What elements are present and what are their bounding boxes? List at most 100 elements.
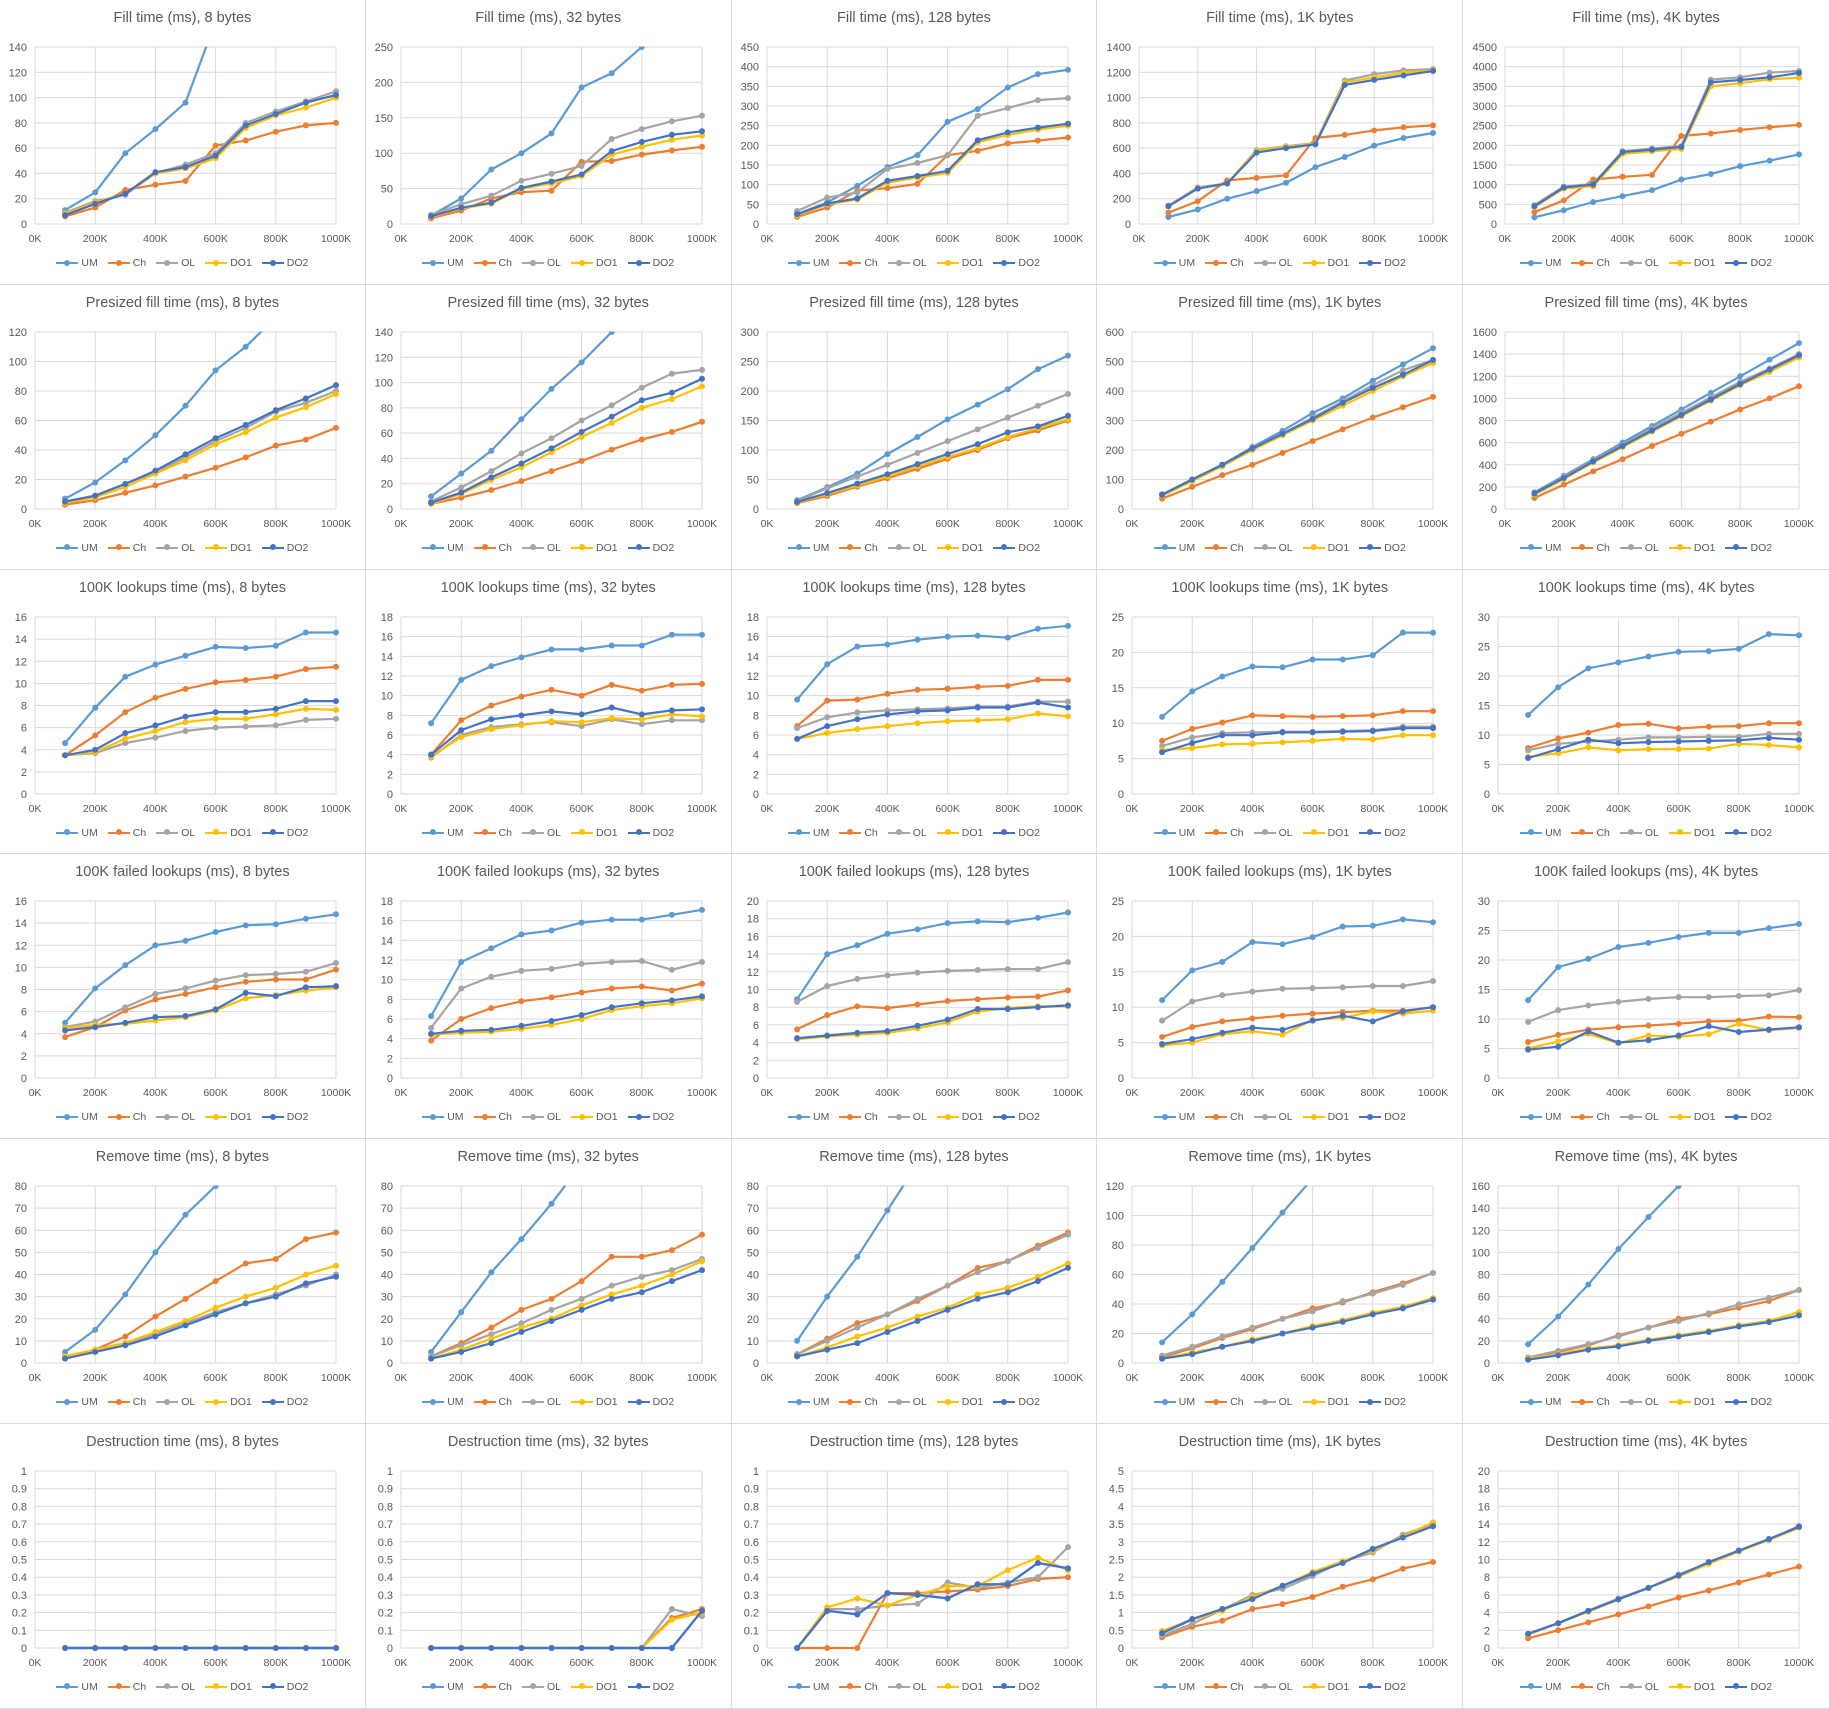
legend-label: DO1 xyxy=(1693,1396,1716,1409)
legend-swatch xyxy=(1571,1113,1594,1120)
legend: UM Ch OL DO1 DO2 xyxy=(732,1396,1097,1408)
legend-swatch xyxy=(56,1113,79,1120)
legend-item-do1: DO1 xyxy=(571,1111,618,1123)
data-point-ol xyxy=(668,370,675,377)
data-point-ol xyxy=(823,713,830,720)
data-point-do1 xyxy=(212,440,219,447)
y-tick-label: 50 xyxy=(746,1248,758,1260)
y-tick-label: 80 xyxy=(746,1181,758,1193)
data-point-um xyxy=(1064,66,1071,73)
legend-item-do2: DO2 xyxy=(1725,827,1772,839)
chart-title: 100K failed lookups (ms), 1K bytes xyxy=(1167,864,1392,881)
legend-item-do1: DO1 xyxy=(1302,1396,1349,1408)
data-point-ol xyxy=(944,968,951,975)
data-point-ch xyxy=(1525,1039,1532,1046)
y-tick-label: 10 xyxy=(15,678,27,690)
legend-swatch xyxy=(1253,1113,1276,1120)
data-point-ch xyxy=(1796,1014,1803,1021)
data-point-ch xyxy=(1555,1627,1562,1634)
data-point-do2 xyxy=(182,713,189,720)
x-tick-label: 800K xyxy=(629,1657,654,1669)
x-tick-label: 400K xyxy=(509,233,534,245)
y-tick-label: 0.4 xyxy=(743,1572,758,1584)
x-tick-label: 800K xyxy=(1361,803,1386,815)
data-point-um xyxy=(1189,967,1196,974)
data-point-ch xyxy=(457,716,464,723)
y-tick-label: 18 xyxy=(381,896,393,908)
data-point-um xyxy=(122,150,129,157)
legend-item-ol: OL xyxy=(156,827,195,839)
data-point-ol xyxy=(578,1296,585,1303)
legend-label: DO2 xyxy=(652,1680,675,1693)
data-point-do1 xyxy=(578,433,585,440)
data-point-ol xyxy=(1249,989,1256,996)
chart-cell: 0 200 400 600 800 1000 1200 1400 0K 200K 400K 600K 8… xyxy=(1097,0,1464,285)
legend-item-do1: DO1 xyxy=(571,257,618,269)
data-point-ol xyxy=(1064,390,1071,397)
data-point-um xyxy=(883,641,890,648)
legend-swatch xyxy=(56,829,79,836)
data-point-ch xyxy=(974,147,981,154)
data-point-do2 xyxy=(793,211,800,218)
series-line-do2 xyxy=(1528,1025,1800,1052)
data-point-ch xyxy=(974,996,981,1003)
data-point-do2 xyxy=(1560,474,1567,481)
data-point-ch xyxy=(1400,124,1407,131)
x-tick-label: 600K xyxy=(935,518,960,530)
y-tick-label: 0.5 xyxy=(12,1554,27,1566)
data-point-ch xyxy=(548,467,555,474)
legend-item-do1: DO1 xyxy=(936,1111,983,1123)
y-tick-label: 250 xyxy=(374,42,392,54)
data-point-do2 xyxy=(1615,1596,1622,1603)
series-line-do2 xyxy=(796,414,1068,503)
series-line-um xyxy=(1527,1185,1681,1346)
data-point-ol xyxy=(698,366,705,373)
data-point-um xyxy=(1645,653,1652,660)
legend-label: DO1 xyxy=(1693,1680,1716,1693)
data-point-do2 xyxy=(302,984,309,991)
data-point-ch xyxy=(1649,171,1656,178)
data-point-ch xyxy=(1279,1013,1286,1020)
data-point-do2 xyxy=(1400,72,1407,79)
legend-swatch xyxy=(1668,829,1691,836)
chart-title: Fill time (ms), 4K bytes xyxy=(1572,10,1720,26)
legend-label: DO1 xyxy=(1327,826,1350,839)
series-line-um xyxy=(795,624,1068,700)
y-tick-label: 0 xyxy=(1491,219,1497,231)
data-point-um xyxy=(182,402,189,409)
data-point-do1 xyxy=(883,1602,890,1609)
data-point-do2 xyxy=(1309,1324,1316,1331)
data-point-do2 xyxy=(1525,1630,1532,1637)
legend-label: DO2 xyxy=(1750,826,1773,839)
legend-item-um: UM xyxy=(788,257,829,269)
legend-item-um: UM xyxy=(422,542,464,554)
legend-item-do2: DO2 xyxy=(993,1681,1040,1693)
data-point-do2 xyxy=(1279,1027,1286,1034)
x-tick-label: 800K xyxy=(264,233,289,245)
data-point-ol xyxy=(212,978,219,985)
legend-swatch xyxy=(627,544,650,551)
legend-swatch xyxy=(1253,1398,1276,1405)
data-point-do1 xyxy=(152,1329,159,1336)
y-tick-label: 0.3 xyxy=(378,1590,393,1602)
x-tick-label: 600K xyxy=(935,1372,960,1384)
data-point-um xyxy=(427,493,434,500)
data-point-um xyxy=(1400,916,1407,923)
legend-label: DO2 xyxy=(286,1111,309,1124)
data-point-um xyxy=(92,985,99,992)
data-point-ch xyxy=(212,984,219,991)
data-point-do2 xyxy=(1735,1323,1742,1330)
data-point-do2 xyxy=(608,148,615,155)
legend-swatch xyxy=(1571,1398,1594,1405)
data-point-do2 xyxy=(608,413,615,420)
data-point-ol xyxy=(242,723,249,730)
data-point-do2 xyxy=(1004,1006,1011,1013)
data-point-ch xyxy=(518,693,525,700)
data-point-do2 xyxy=(1034,423,1041,430)
data-point-ch xyxy=(793,1026,800,1033)
y-tick-label: 10 xyxy=(1478,1014,1490,1026)
data-point-ch xyxy=(1219,1617,1226,1624)
legend: UM Ch OL DO1 DO2 xyxy=(1463,827,1829,839)
legend-swatch xyxy=(205,1113,228,1120)
